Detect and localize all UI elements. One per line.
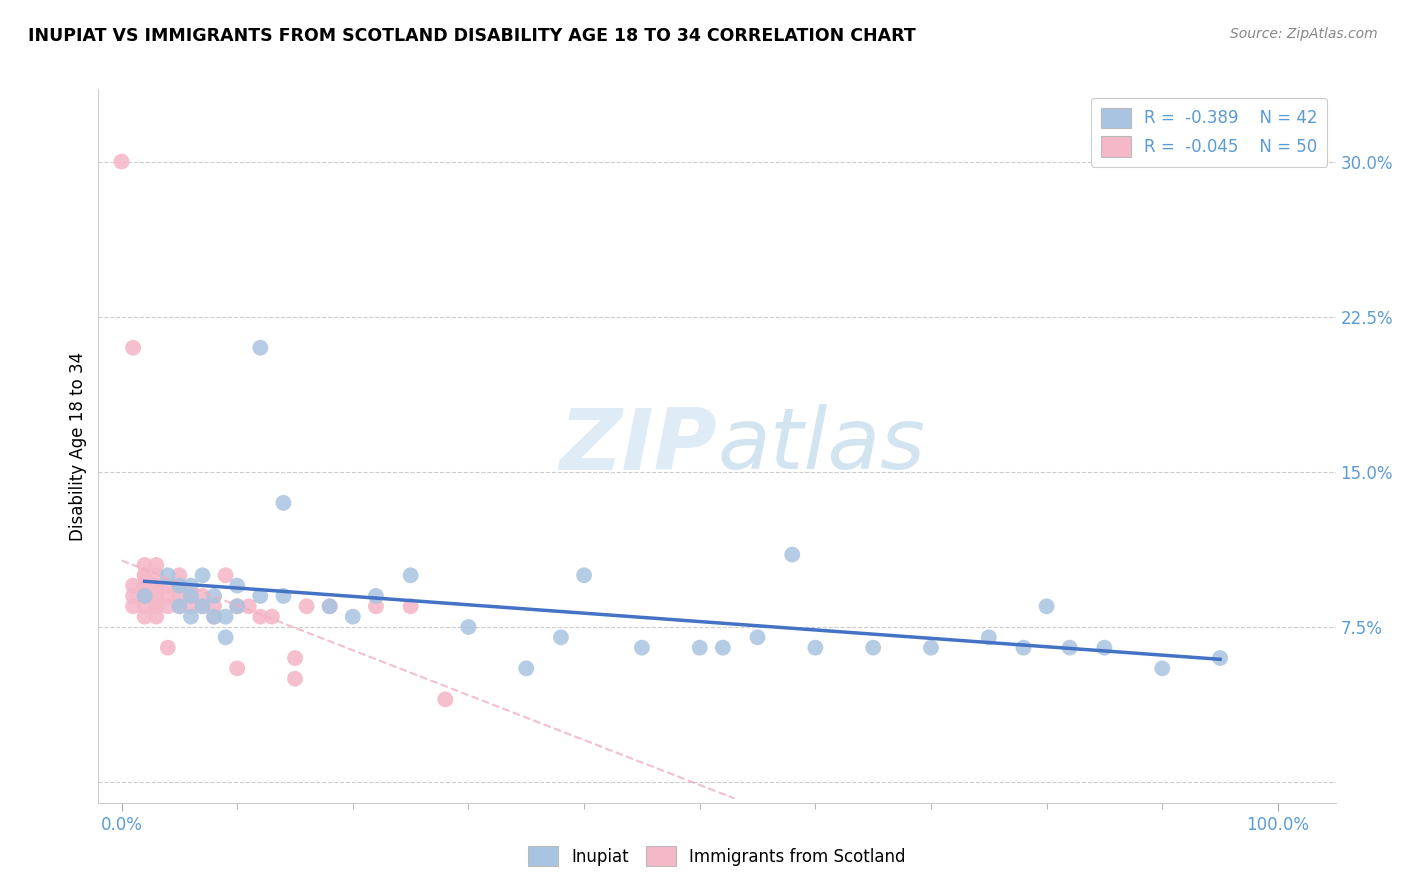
Point	[318, 599, 340, 614]
Point	[180, 589, 202, 603]
Point	[156, 599, 179, 614]
Point	[284, 672, 307, 686]
Point	[318, 599, 340, 614]
Point	[226, 661, 249, 675]
Point	[399, 599, 422, 614]
Point	[134, 568, 156, 582]
Point	[977, 630, 1000, 644]
Point	[1209, 651, 1232, 665]
Point	[156, 579, 179, 593]
Point	[226, 579, 249, 593]
Point	[214, 609, 236, 624]
Point	[1059, 640, 1081, 655]
Point	[238, 599, 260, 614]
Point	[631, 640, 654, 655]
Point	[145, 579, 167, 593]
Point	[202, 599, 225, 614]
Point	[122, 341, 145, 355]
Point	[145, 579, 167, 593]
Point	[191, 599, 214, 614]
Legend: Inupiat, Immigrants from Scotland: Inupiat, Immigrants from Scotland	[522, 839, 912, 873]
Point	[515, 661, 537, 675]
Point	[689, 640, 711, 655]
Point	[134, 579, 156, 593]
Point	[134, 589, 156, 603]
Point	[1035, 599, 1057, 614]
Point	[134, 579, 156, 593]
Point	[169, 599, 191, 614]
Point	[249, 341, 271, 355]
Point	[572, 568, 595, 582]
Point	[145, 609, 167, 624]
Point	[804, 640, 827, 655]
Point	[550, 630, 572, 644]
Point	[284, 651, 307, 665]
Point	[399, 568, 422, 582]
Point	[122, 579, 145, 593]
Text: Source: ZipAtlas.com: Source: ZipAtlas.com	[1230, 27, 1378, 41]
Point	[145, 599, 167, 614]
Point	[226, 599, 249, 614]
Point	[191, 599, 214, 614]
Point	[145, 558, 167, 572]
Point	[457, 620, 479, 634]
Point	[780, 548, 803, 562]
Point	[156, 589, 179, 603]
Point	[169, 589, 191, 603]
Point	[156, 568, 179, 582]
Point	[202, 609, 225, 624]
Point	[169, 599, 191, 614]
Point	[747, 630, 769, 644]
Point	[1152, 661, 1174, 675]
Point	[110, 154, 132, 169]
Point	[342, 609, 364, 624]
Point	[134, 609, 156, 624]
Point	[145, 589, 167, 603]
Point	[920, 640, 942, 655]
Point	[862, 640, 884, 655]
Point	[711, 640, 734, 655]
Point	[180, 599, 202, 614]
Point	[202, 609, 225, 624]
Point	[249, 609, 271, 624]
Point	[122, 589, 145, 603]
Point	[364, 599, 387, 614]
Point	[134, 599, 156, 614]
Point	[191, 589, 214, 603]
Text: ZIP: ZIP	[560, 404, 717, 488]
Point	[1012, 640, 1035, 655]
Point	[180, 609, 202, 624]
Point	[214, 630, 236, 644]
Point	[134, 558, 156, 572]
Point	[156, 640, 179, 655]
Point	[134, 589, 156, 603]
Point	[169, 568, 191, 582]
Point	[169, 579, 191, 593]
Point	[273, 589, 295, 603]
Point	[134, 589, 156, 603]
Point	[295, 599, 318, 614]
Point	[134, 568, 156, 582]
Point	[180, 579, 202, 593]
Point	[249, 589, 271, 603]
Point	[260, 609, 283, 624]
Point	[226, 599, 249, 614]
Point	[1094, 640, 1116, 655]
Point	[214, 568, 236, 582]
Point	[202, 589, 225, 603]
Point	[364, 589, 387, 603]
Point	[273, 496, 295, 510]
Point	[191, 568, 214, 582]
Point	[180, 589, 202, 603]
Text: atlas: atlas	[717, 404, 925, 488]
Point	[145, 589, 167, 603]
Point	[169, 579, 191, 593]
Point	[145, 599, 167, 614]
Point	[122, 599, 145, 614]
Point	[434, 692, 457, 706]
Y-axis label: Disability Age 18 to 34: Disability Age 18 to 34	[69, 351, 87, 541]
Point	[145, 568, 167, 582]
Text: INUPIAT VS IMMIGRANTS FROM SCOTLAND DISABILITY AGE 18 TO 34 CORRELATION CHART: INUPIAT VS IMMIGRANTS FROM SCOTLAND DISA…	[28, 27, 915, 45]
